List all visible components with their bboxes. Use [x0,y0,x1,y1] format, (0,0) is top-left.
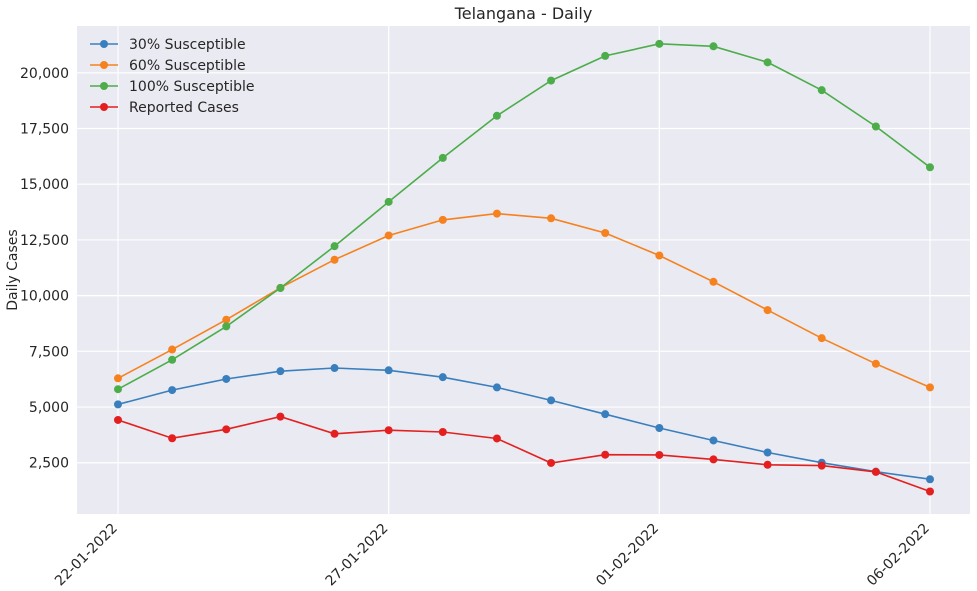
data-point [817,334,826,343]
data-point [492,383,501,392]
data-point [601,51,610,60]
data-point [114,374,122,383]
series-lines [114,39,934,496]
data-point [384,366,393,375]
legend-marker [100,61,108,69]
y-tick-label: 7,500 [29,344,69,360]
data-point [222,425,231,434]
data-point [763,460,772,469]
data-point [655,251,664,260]
legend-marker [100,82,108,90]
data-point [926,487,934,496]
data-point [222,315,231,324]
data-point [330,242,339,251]
legend-label: 60% Susceptible [129,58,246,74]
chart-title: Telangana - Daily [454,4,593,23]
data-point [763,58,772,67]
data-point [276,284,285,293]
data-point [601,450,610,459]
y-tick-label: 2,500 [29,456,69,472]
data-point [763,306,772,315]
data-point [655,423,664,432]
legend-marker [100,103,108,111]
data-point [547,396,556,405]
legend-item: Reported Cases [90,100,239,116]
data-point [222,322,231,331]
data-point [709,455,718,464]
legend-item: 30% Susceptible [90,37,246,53]
data-point [871,359,880,368]
y-tick-label: 20,000 [20,66,69,82]
data-point [330,364,339,373]
data-point [817,86,826,95]
data-point [601,229,610,238]
y-tick-label: 10,000 [20,289,69,305]
data-point [168,345,177,354]
x-tick-label: 27-01-2022 [323,521,392,590]
data-point [222,374,231,383]
data-point [655,450,664,459]
data-point [276,367,285,376]
data-point [926,475,934,484]
series-line [117,42,931,390]
x-tick-label: 22-01-2022 [52,521,121,590]
data-point [330,429,339,438]
data-point [438,153,447,162]
series-line [117,212,931,389]
data-point [114,400,122,409]
y-tick-labels: 2,500 5,000 7,500 10,000 12,500 15,000 17,500 2… [20,66,69,472]
data-point [438,215,447,224]
data-point [492,111,501,120]
data-point [926,383,934,392]
data-point [384,197,393,206]
data-point [168,434,177,443]
data-point [492,209,501,218]
legend: 30% Susceptible 60% Susceptible 100% Susce… [90,37,255,116]
legend-label: 30% Susceptible [129,37,246,53]
x-tick-label: 01-02-2022 [593,521,662,590]
x-tick-label: 06-02-2022 [864,521,933,590]
y-tick-label: 15,000 [20,177,69,193]
data-point [709,42,718,51]
data-point [330,255,339,264]
data-point [168,355,177,364]
series-line [117,415,931,493]
data-point [817,461,826,470]
data-point [601,410,610,419]
data-point [547,458,556,467]
series-60-susceptible [114,209,934,392]
legend-item: 100% Susceptible [90,79,255,95]
data-point [709,277,718,286]
data-point [871,122,880,131]
series-line [117,367,931,480]
legend-item: 60% Susceptible [90,58,246,74]
data-point [871,467,880,476]
legend-label: Reported Cases [129,100,239,116]
data-point [655,39,664,48]
data-point [547,214,556,223]
data-point [384,426,393,435]
legend-label: 100% Susceptible [129,79,255,95]
data-point [114,415,122,424]
y-tick-label: 5,000 [29,400,69,416]
data-point [763,448,772,457]
data-point [168,386,177,395]
y-tick-label: 17,500 [20,122,69,138]
y-tick-label: 12,500 [20,233,69,249]
data-point [384,231,393,240]
legend-marker [100,40,108,48]
data-point [492,434,501,443]
data-point [547,76,556,85]
data-point [438,427,447,436]
series-100-susceptible [114,39,934,394]
data-point [276,412,285,421]
x-tick-labels: 22-01-2022 27-01-2022 01-02-2022 06-02-2022 [52,521,933,590]
y-axis-label: Daily Cases [5,229,21,310]
series-reported-cases [114,412,934,496]
data-point [438,373,447,382]
data-point [926,163,934,172]
data-point [709,436,718,445]
data-point [114,385,122,394]
